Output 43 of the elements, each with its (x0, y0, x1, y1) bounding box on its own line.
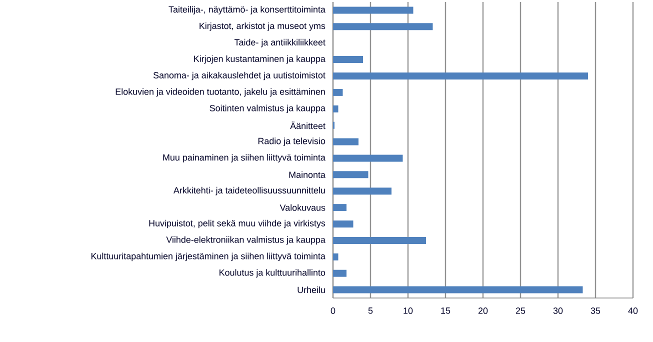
bar (333, 105, 338, 112)
y-tick-label: Mainonta (289, 171, 326, 178)
x-tick-label: 15 (441, 308, 450, 314)
x-tick-label: 10 (404, 308, 413, 314)
y-tick-label: Taiteilija-, näyttämö- ja konserttitoiminta (168, 6, 326, 14)
y-tick-label: Muu painaminen ja siihen liittyvä toiminta (163, 154, 326, 162)
y-tick-label: Kulttuuritapahtumien järjestäminen ja siihen liittyvä toiminta (91, 252, 326, 262)
bar (333, 270, 346, 277)
bar (333, 188, 392, 195)
y-tick-label: Huvipuistot, pelit sekä muu viihde ja virkistys (149, 220, 326, 228)
bar (333, 23, 433, 30)
y-tick-label: Kirjastot, arkistot ja museot yms (200, 22, 326, 31)
bar (333, 6, 414, 14)
y-tick-label: Taide- ja antiikkiliikkeet (234, 38, 326, 48)
y-tick-label: Elokuvien ja videoiden tuotanto, jakelu ja esittäminen (116, 88, 325, 97)
x-tick-label: 20 (478, 308, 488, 314)
bar (333, 236, 426, 244)
y-tick-label: Valokuvaus (280, 204, 326, 211)
bar (333, 204, 346, 212)
y-tick-label: Urheilu (298, 286, 325, 294)
bar (333, 220, 354, 228)
bar (333, 72, 588, 80)
y-tick-label: Äänitteet (290, 122, 326, 130)
bar (333, 88, 343, 96)
x-tick-label: 40 (628, 308, 638, 314)
bar (333, 138, 358, 146)
bar (333, 171, 368, 178)
y-tick-label: Soitinten valmistus ja kauppa (210, 104, 326, 114)
y-tick-label: Radio ja televisio (258, 138, 326, 146)
bar (333, 253, 338, 260)
x-tick-label: 25 (516, 308, 526, 314)
y-tick-label: Arkkitehti- ja taideteollisuussuunnittelu (173, 186, 325, 196)
bar (333, 154, 403, 162)
y-tick-label: Kirjojen kustantaminen ja kauppa (194, 55, 326, 64)
x-tick-label: 30 (553, 308, 563, 314)
x-tick-label: 35 (590, 308, 600, 314)
bar (333, 286, 583, 294)
y-tick-label: Viihde-elektroniikan valmistus ja kauppa (166, 236, 326, 245)
y-tick-label: Sanoma- ja aikakauslehdet ja uutistoimistot (153, 72, 326, 80)
x-tick-label: 5 (368, 308, 373, 314)
y-tick-label: Koulutus ja kulttuurihallinto (220, 269, 326, 278)
bar (333, 56, 363, 64)
x-tick-label: 0 (330, 308, 336, 314)
